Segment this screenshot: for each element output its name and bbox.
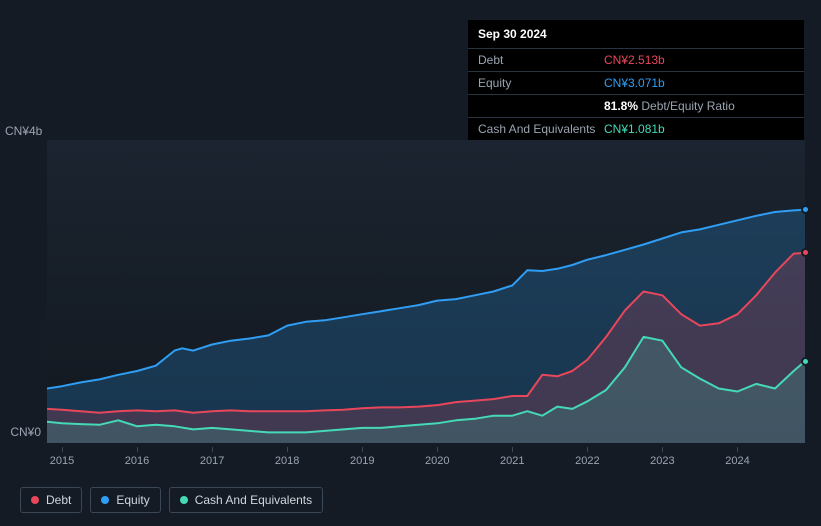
series-end-marker xyxy=(801,248,810,257)
xaxis-tick-label: 2019 xyxy=(350,455,374,467)
yaxis-label-min: CN¥0 xyxy=(5,425,41,439)
tooltip-row-label: Debt xyxy=(478,53,604,67)
xaxis-tick-label: 2021 xyxy=(500,455,524,467)
tooltip-row-value: 81.8% Debt/Equity Ratio xyxy=(604,99,794,113)
legend-label: Equity xyxy=(116,493,149,507)
tooltip-row: Cash And EquivalentsCN¥1.081b xyxy=(468,118,804,140)
legend-dot-icon xyxy=(31,496,39,504)
tooltip-row-label: Cash And Equivalents xyxy=(478,122,604,136)
tooltip-row: DebtCN¥2.513b xyxy=(468,49,804,72)
xaxis-tick-label: 2017 xyxy=(200,455,224,467)
xaxis-tick-label: 2018 xyxy=(275,455,299,467)
legend-item[interactable]: Cash And Equivalents xyxy=(169,487,323,513)
series-end-marker xyxy=(801,357,810,366)
xaxis-tick-label: 2016 xyxy=(125,455,149,467)
tooltip-row-value: CN¥3.071b xyxy=(604,76,794,90)
yaxis-label-max: CN¥4b xyxy=(5,124,41,138)
data-tooltip: Sep 30 2024 DebtCN¥2.513bEquityCN¥3.071b… xyxy=(468,20,804,140)
legend-label: Cash And Equivalents xyxy=(195,493,312,507)
tooltip-date: Sep 30 2024 xyxy=(468,20,804,49)
chart-legend: Debt Equity Cash And Equivalents xyxy=(20,487,323,513)
xaxis-tick-label: 2015 xyxy=(50,455,74,467)
legend-dot-icon xyxy=(180,496,188,504)
tooltip-row-value: CN¥2.513b xyxy=(604,53,794,67)
xaxis-tick-label: 2024 xyxy=(725,455,749,467)
tooltip-row-value: CN¥1.081b xyxy=(604,122,794,136)
legend-item[interactable]: Debt xyxy=(20,487,82,513)
tooltip-row-label xyxy=(478,99,604,113)
tooltip-row: 81.8% Debt/Equity Ratio xyxy=(468,95,804,118)
xaxis-tick-label: 2022 xyxy=(575,455,599,467)
legend-dot-icon xyxy=(101,496,109,504)
chart-plot-area xyxy=(47,140,805,443)
legend-item[interactable]: Equity xyxy=(90,487,160,513)
financial-chart: CN¥4b CN¥0 20152016201720182019202020212… xyxy=(17,125,805,465)
tooltip-row-label: Equity xyxy=(478,76,604,90)
chart-xaxis: 2015 2016 2017 2018 2019 2020 2021 2022 2023 2024 xyxy=(47,447,805,467)
tooltip-row: EquityCN¥3.071b xyxy=(468,72,804,95)
legend-label: Debt xyxy=(46,493,71,507)
xaxis-tick-label: 2020 xyxy=(425,455,449,467)
series-end-marker xyxy=(801,205,810,214)
xaxis-tick-label: 2023 xyxy=(650,455,674,467)
